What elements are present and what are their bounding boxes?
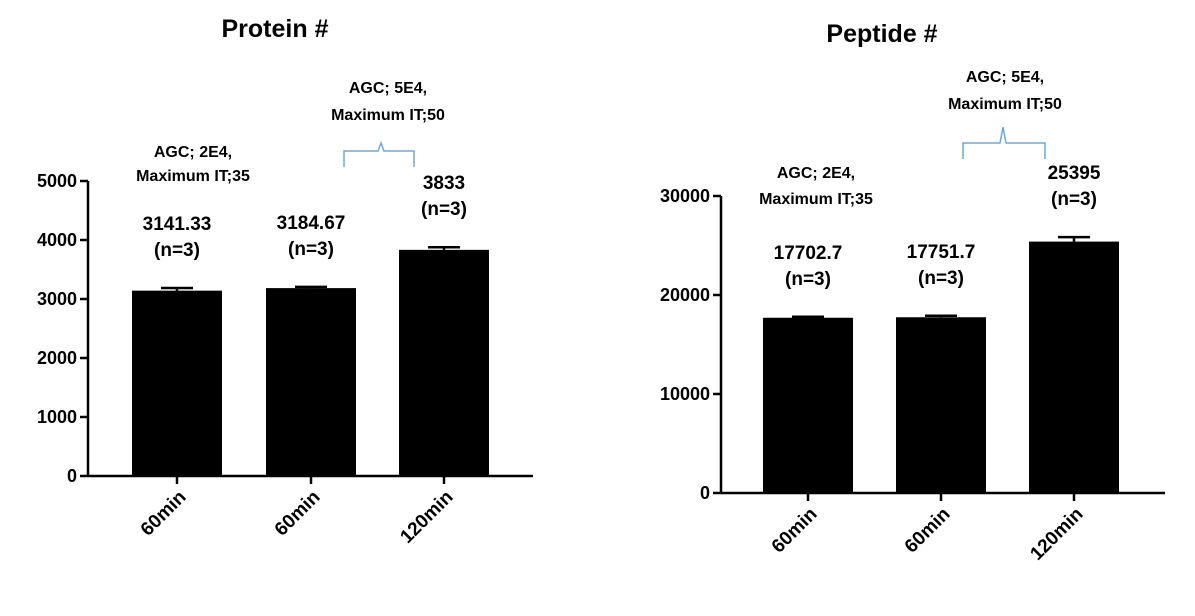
peptide-bar bbox=[896, 317, 986, 493]
protein-agc-5e4-line2: Maximum IT;50 bbox=[331, 107, 445, 124]
peptide-plot-area: 0 10000 20000 30000 17702.7 (n=3) 60min 17751.7… bbox=[660, 163, 1165, 565]
protein-5e4-bracket bbox=[343, 140, 415, 167]
protein-value-label: 3833 bbox=[423, 173, 465, 194]
peptide-agc-5e4-line2: Maximum IT;50 bbox=[948, 96, 1062, 113]
peptide-value-label: 17702.7 bbox=[774, 243, 843, 264]
protein-bar bbox=[266, 288, 356, 476]
peptide-y-tick-label: 10000 bbox=[660, 384, 710, 404]
protein-n-label: (n=3) bbox=[154, 240, 200, 261]
protein-y-tick-label: 1000 bbox=[37, 407, 77, 427]
protein-agc-2e4-line1: AGC; 2E4, bbox=[154, 144, 232, 161]
peptide-value-label: 17751.7 bbox=[907, 242, 976, 263]
protein-value-label: 3184.67 bbox=[277, 213, 346, 234]
protein-bar bbox=[399, 249, 489, 476]
peptide-category-label: 60min bbox=[901, 504, 955, 558]
peptide-category-label: 60min bbox=[768, 504, 822, 558]
peptide-y-tick-label: 30000 bbox=[660, 186, 710, 206]
peptide-y-tick-label: 20000 bbox=[660, 285, 710, 305]
peptide-n-label: (n=3) bbox=[1051, 189, 1097, 210]
protein-category-label: 60min bbox=[271, 487, 325, 541]
protein-chart: Protein # AGC; 2E4, Maximum IT;35 AGC; 5… bbox=[37, 15, 533, 548]
peptide-y-tick-label: 0 bbox=[700, 483, 710, 503]
protein-agc-2e4-line2: Maximum IT;35 bbox=[136, 168, 250, 185]
protein-value-label: 3141.33 bbox=[143, 214, 212, 235]
peptide-agc-2e4-line2: Maximum IT;35 bbox=[759, 191, 873, 208]
peptide-n-label: (n=3) bbox=[918, 268, 964, 289]
protein-y-tick-label: 5000 bbox=[37, 171, 77, 191]
peptide-5e4-bracket bbox=[962, 126, 1046, 159]
protein-category-label: 120min bbox=[396, 487, 457, 548]
peptide-bar bbox=[1029, 241, 1119, 493]
protein-y-tick-label: 4000 bbox=[37, 230, 77, 250]
protein-y-tick-label: 0 bbox=[67, 466, 77, 486]
peptide-chart: Peptide # AGC; 2E4, Maximum IT;35 AGC; 5… bbox=[660, 20, 1165, 565]
peptide-n-label: (n=3) bbox=[785, 269, 831, 290]
protein-y-tick-label: 2000 bbox=[37, 348, 77, 368]
peptide-value-label: 25395 bbox=[1048, 163, 1101, 184]
peptide-chart-title: Peptide # bbox=[826, 20, 937, 48]
protein-plot-area: 0 1000 2000 3000 4000 5000 3141.33 (n=3) 60min 31… bbox=[37, 171, 533, 548]
peptide-bar bbox=[763, 317, 853, 493]
peptide-category-label: 120min bbox=[1026, 504, 1087, 565]
protein-bar bbox=[132, 290, 222, 476]
protein-category-label: 60min bbox=[137, 487, 191, 541]
protein-agc-5e4-line1: AGC; 5E4, bbox=[349, 80, 427, 97]
peptide-agc-2e4-line1: AGC; 2E4, bbox=[777, 165, 855, 182]
peptide-agc-5e4-line1: AGC; 5E4, bbox=[966, 69, 1044, 86]
protein-n-label: (n=3) bbox=[288, 239, 334, 260]
protein-n-label: (n=3) bbox=[421, 199, 467, 220]
protein-chart-title: Protein # bbox=[222, 15, 329, 43]
protein-y-tick-label: 3000 bbox=[37, 289, 77, 309]
